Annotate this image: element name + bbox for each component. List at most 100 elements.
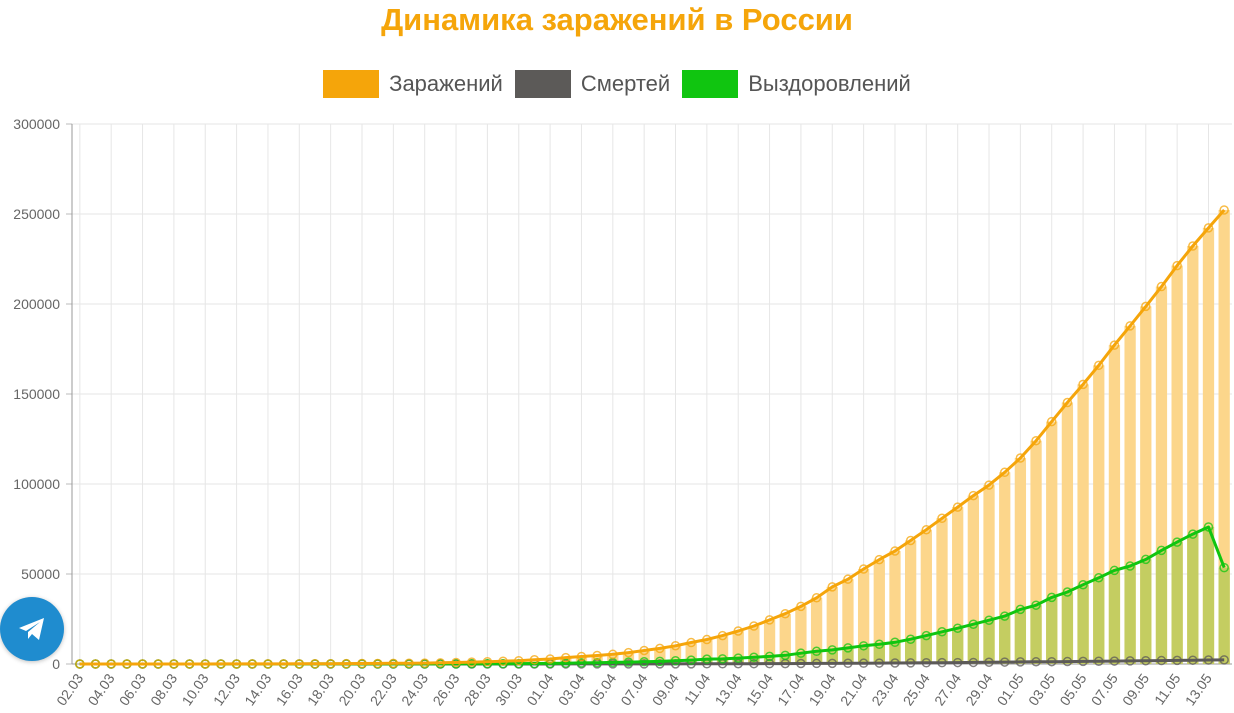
recovered-point bbox=[1078, 579, 1088, 590]
bar-infected bbox=[560, 657, 572, 664]
recovered-point bbox=[1062, 587, 1073, 597]
infected-point bbox=[780, 608, 790, 619]
infected-point bbox=[310, 659, 320, 669]
deaths-point bbox=[984, 657, 994, 668]
infected-point bbox=[968, 490, 979, 501]
recovered-point bbox=[592, 657, 602, 668]
deaths-point bbox=[1046, 656, 1057, 667]
legend-item-deaths[interactable]: Смертей bbox=[514, 70, 671, 98]
infected-point bbox=[1141, 301, 1151, 312]
infected-point bbox=[1109, 340, 1120, 350]
recovered-point bbox=[952, 623, 963, 633]
telegram-button[interactable] bbox=[0, 597, 64, 661]
infected-point bbox=[169, 659, 179, 669]
legend-item-recovered[interactable]: Выздоровлений bbox=[682, 70, 911, 98]
recovered-point bbox=[1156, 545, 1167, 556]
bar-infected bbox=[685, 642, 697, 664]
infected-point bbox=[263, 659, 273, 669]
infected-point bbox=[1062, 397, 1073, 408]
infected-point bbox=[874, 554, 885, 565]
infected-point bbox=[843, 574, 853, 584]
infected-point bbox=[1031, 435, 1041, 446]
infected-point bbox=[999, 467, 1010, 478]
recovered-point bbox=[623, 657, 634, 667]
infected-point bbox=[419, 658, 430, 668]
bar-recovered bbox=[1124, 565, 1136, 664]
deaths-point bbox=[796, 658, 806, 669]
infected-point bbox=[1125, 321, 1135, 331]
legend-swatch-deaths bbox=[514, 70, 571, 98]
bar-infected bbox=[889, 551, 901, 664]
y-tick-label: 300000 bbox=[13, 116, 60, 132]
recovered-point bbox=[1031, 600, 1041, 610]
y-tick-label: 150000 bbox=[13, 386, 60, 402]
bar-infected bbox=[654, 648, 666, 664]
deaths-point bbox=[1125, 656, 1135, 666]
x-tick-label: 03.05 bbox=[1025, 670, 1058, 708]
recovered-point bbox=[905, 634, 916, 644]
deaths-point bbox=[1094, 656, 1104, 666]
bar-recovered bbox=[1187, 534, 1199, 664]
recovered-point bbox=[1015, 604, 1026, 615]
infected-point bbox=[639, 645, 649, 656]
recovered-point bbox=[702, 654, 712, 664]
infected-point bbox=[1094, 360, 1104, 371]
recovered-point bbox=[874, 639, 885, 650]
legend-swatch-infected bbox=[323, 70, 380, 98]
bar-recovered bbox=[826, 649, 838, 664]
recovered-point bbox=[733, 653, 743, 663]
legend-item-infected[interactable]: Заражений bbox=[323, 70, 503, 98]
legend-label-infected: Заражений bbox=[389, 71, 503, 96]
infected-point bbox=[294, 659, 305, 669]
bar-infected bbox=[810, 597, 823, 664]
deaths-point bbox=[1156, 655, 1167, 666]
infected-point bbox=[357, 658, 367, 669]
infected-point bbox=[404, 658, 414, 668]
x-tick-label: 05.04 bbox=[586, 670, 619, 708]
infected-point bbox=[937, 513, 947, 524]
deaths-point bbox=[1015, 657, 1026, 667]
infected-point bbox=[858, 564, 869, 574]
deaths-point bbox=[1031, 657, 1041, 667]
infected-point bbox=[796, 601, 806, 612]
bar-infected bbox=[716, 635, 729, 664]
infected-point bbox=[231, 659, 242, 669]
infected-point bbox=[749, 621, 759, 631]
infected-point bbox=[122, 659, 132, 669]
deaths-point bbox=[827, 658, 838, 669]
x-tick-label: 07.05 bbox=[1088, 670, 1121, 708]
bar-infected bbox=[1155, 286, 1168, 664]
x-tick-label: 28.03 bbox=[461, 670, 494, 708]
infected-point bbox=[655, 643, 665, 654]
legend-label-deaths: Смертей bbox=[580, 71, 671, 96]
deaths-point bbox=[905, 658, 916, 668]
bar-recovered bbox=[1061, 591, 1074, 664]
x-tick-label: 08.03 bbox=[147, 670, 180, 708]
bar-recovered bbox=[810, 651, 823, 664]
bar-recovered bbox=[716, 658, 729, 664]
x-tick-label: 30.03 bbox=[492, 670, 525, 708]
x-tick-label: 06.03 bbox=[116, 670, 149, 708]
recovered-point bbox=[1172, 537, 1182, 547]
recovered-point bbox=[999, 611, 1010, 621]
bar-recovered bbox=[1202, 526, 1215, 664]
bar-infected bbox=[952, 507, 964, 664]
x-tick-label: 09.04 bbox=[649, 670, 682, 708]
bar-infected bbox=[1140, 306, 1152, 664]
recovered-point bbox=[890, 637, 900, 648]
x-tick-label: 02.03 bbox=[53, 670, 86, 708]
x-tick-label: 13.05 bbox=[1182, 670, 1215, 708]
bar-recovered bbox=[795, 653, 807, 664]
x-tick-label: 17.04 bbox=[774, 670, 807, 708]
infected-point bbox=[1078, 379, 1088, 390]
infected-point bbox=[184, 659, 195, 669]
bar-infected bbox=[1171, 265, 1183, 664]
x-tick-label: 01.05 bbox=[994, 670, 1027, 708]
infected-point bbox=[702, 634, 712, 645]
bar-recovered bbox=[1093, 577, 1105, 664]
y-tick-label: 0 bbox=[52, 656, 60, 672]
bar-infected bbox=[1077, 384, 1089, 664]
x-tick-label: 21.04 bbox=[837, 670, 870, 708]
x-tick-label: 19.04 bbox=[806, 670, 839, 708]
bar-infected bbox=[779, 613, 791, 664]
